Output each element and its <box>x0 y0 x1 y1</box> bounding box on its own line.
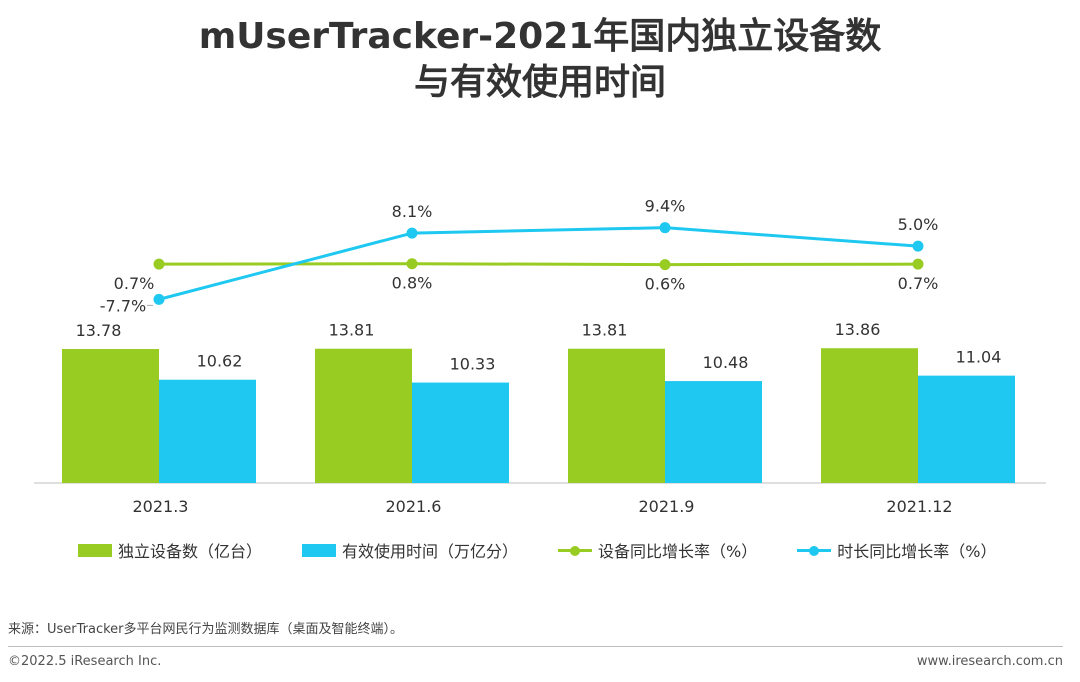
x-tick-label-2: 2021.9 <box>639 497 695 516</box>
chart-title: mUserTracker-2021年国内独立设备数 与有效使用时间 <box>0 14 1080 106</box>
line-point-1-1 <box>406 227 418 239</box>
legend-swatch-devices <box>78 543 112 557</box>
legend-item-time: 有效使用时间（万亿分） <box>302 538 518 562</box>
bar-label-0-2: 13.81 <box>582 321 628 340</box>
line-label-0-3: 0.7% <box>898 274 939 293</box>
bar-0-1 <box>315 348 412 483</box>
chart-title-line2: 与有效使用时间 <box>413 62 666 103</box>
copyright-text: ©2022.5 iResearch Inc. <box>8 654 162 669</box>
bar-label-0-3: 13.86 <box>835 320 881 339</box>
line-point-0-3 <box>912 258 924 270</box>
legend-label-devices: 独立设备数（亿台） <box>118 542 263 561</box>
bar-0-2 <box>568 348 665 483</box>
line-label-1-2: 9.4% <box>645 197 686 216</box>
x-tick-label-1: 2021.6 <box>386 497 442 516</box>
line-point-0-0 <box>153 258 165 270</box>
bar-1-3 <box>918 375 1015 483</box>
line-label-0-0: 0.7% <box>114 274 155 293</box>
legend-swatch-device-growth <box>558 544 593 557</box>
line-1 <box>158 226 919 301</box>
chart-title-line1: mUserTracker-2021年国内独立设备数 <box>198 16 882 57</box>
line-label-1-3: 5.0% <box>898 215 939 234</box>
chart-legend: 独立设备数（亿台） 有效使用时间（万亿分） 设备同比增长率（%） 时长同比增长率… <box>78 538 1036 562</box>
legend-swatch-time-growth <box>797 544 832 557</box>
x-tick-label-0: 2021.3 <box>133 497 189 516</box>
line-label-1-1: 8.1% <box>392 202 433 221</box>
bar-label-1-3: 11.04 <box>956 348 1002 367</box>
bar-1-0 <box>159 379 256 483</box>
bar-label-1-2: 10.48 <box>703 353 749 372</box>
bar-label-0-0: 13.78 <box>76 321 122 340</box>
source-note: 来源：UserTracker多平台网民行为监测数据库（桌面及智能终端）。 <box>8 622 404 637</box>
line-point-1-0 <box>153 293 165 305</box>
bar-0-0 <box>62 349 159 483</box>
line-0 <box>158 262 919 267</box>
legend-item-devices: 独立设备数（亿台） <box>78 538 262 562</box>
legend-label-time: 有效使用时间（万亿分） <box>342 542 519 561</box>
website-link: www.iresearch.com.cn <box>916 654 1063 669</box>
bar-label-1-0: 10.62 <box>197 352 243 371</box>
line-point-0-2 <box>659 259 671 271</box>
legend-item-device-growth: 设备同比增长率（%） <box>558 538 757 562</box>
legend-swatch-time <box>302 543 337 557</box>
line-point-0-1 <box>406 258 418 270</box>
bar-0-3 <box>821 348 918 483</box>
legend-label-device-growth: 设备同比增长率（%） <box>598 542 758 561</box>
line-label-0-2: 0.6% <box>645 275 686 294</box>
line-point-1-3 <box>912 240 924 252</box>
bar-label-0-1: 13.81 <box>329 321 375 340</box>
bar-label-1-1: 10.33 <box>450 355 496 374</box>
line-label-1-0: -7.7% <box>100 296 146 315</box>
chart-plot: 2021.3 2021.6 2021.9 2021.12 13.78 13.81 13.81… <box>34 197 1046 516</box>
footer-divider <box>8 646 1063 647</box>
bar-1-2 <box>665 381 762 483</box>
legend-label-time-growth: 时长同比增长率（%） <box>837 542 997 561</box>
legend-item-time-growth: 时长同比增长率（%） <box>797 538 996 562</box>
bar-1-1 <box>412 382 509 483</box>
line-label-0-1: 0.8% <box>392 274 433 293</box>
line-point-1-2 <box>659 222 671 234</box>
x-tick-label-3: 2021.12 <box>886 497 952 516</box>
